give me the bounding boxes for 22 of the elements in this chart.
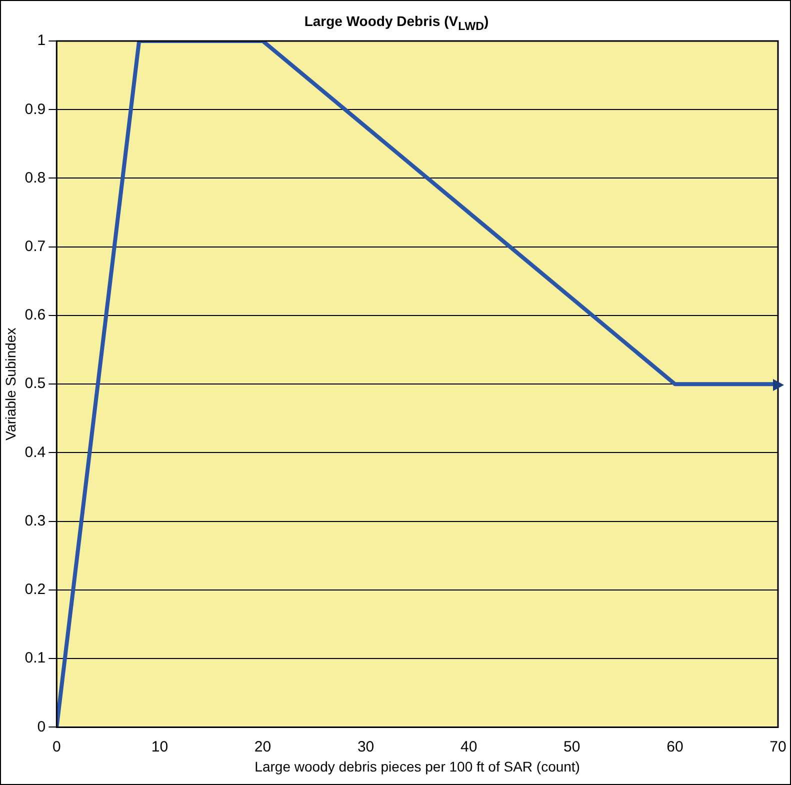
- y-tick-label: 0.8: [24, 169, 46, 186]
- y-tick-label: 0: [37, 718, 46, 736]
- y-tick-label: 1: [37, 32, 46, 50]
- y-tick-label: 0.7: [24, 238, 46, 255]
- x-tick-label: 50: [564, 738, 580, 756]
- x-tick-label: 40: [460, 738, 478, 756]
- chart-title: Large Woody Debris (V$_{LWD}$): [303, 13, 490, 33]
- y-tick-label: 0.5: [24, 375, 46, 392]
- y-tick-label: 0.6: [24, 306, 46, 324]
- x-axis-title: Large woody debris pieces per 100 ft of SAR (count): [254, 758, 580, 774]
- x-tick-label: 0: [52, 738, 61, 756]
- y-tick-label: 0.3: [24, 512, 46, 530]
- y-axis-title: Variable Subindex: [2, 328, 18, 440]
- x-tick-label: 60: [666, 738, 684, 756]
- x-tick-label: 20: [254, 738, 272, 756]
- x-tick-label: 10: [151, 738, 168, 756]
- y-tick-label: 0.9: [24, 100, 46, 118]
- x-tick-label: 70: [770, 738, 786, 756]
- y-tick-label: 0.1: [24, 650, 46, 667]
- y-tick-label: 0.2: [24, 581, 46, 598]
- y-tick-label: 0.4: [24, 444, 46, 461]
- x-tick-label: 30: [357, 738, 374, 756]
